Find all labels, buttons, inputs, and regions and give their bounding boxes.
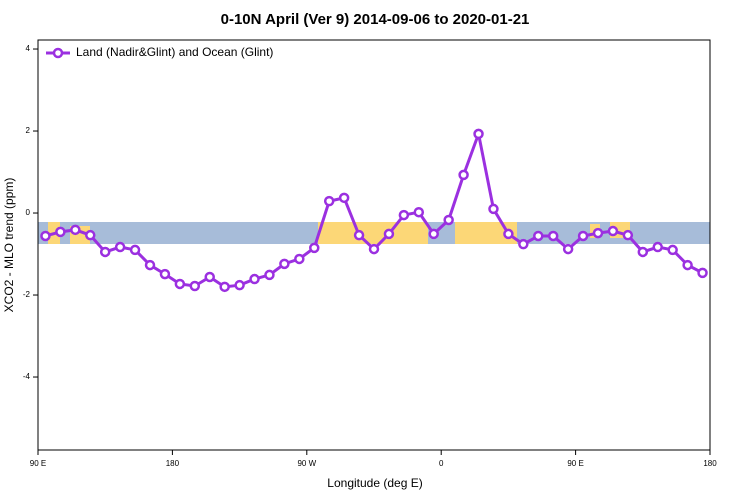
data-point: [338, 192, 350, 204]
data-point: [592, 227, 604, 239]
x-tick-label: 90 E: [30, 459, 46, 468]
x-tick-label: 90 E: [567, 459, 583, 468]
x-tick-label: 90 W: [297, 459, 316, 468]
data-point: [667, 244, 678, 256]
land: [455, 222, 517, 244]
data-point: [428, 228, 439, 240]
y-tick-label: -2: [23, 290, 31, 299]
data-point: [488, 203, 499, 215]
data-point: [264, 269, 275, 281]
data-point: [353, 229, 365, 241]
data-point: [547, 230, 559, 242]
data-point: [682, 259, 693, 271]
data-point: [99, 246, 111, 258]
data-point: [174, 278, 186, 290]
data-point: [159, 268, 171, 280]
data-point: [697, 267, 708, 279]
legend-label: Land (Nadir&Glint) and Ocean (Glint): [76, 45, 273, 59]
data-point: [40, 230, 51, 242]
y-tick-label: -4: [23, 372, 31, 381]
data-point: [637, 246, 649, 258]
data-point: [607, 225, 619, 237]
data-point: [323, 195, 335, 207]
data-point: [294, 253, 305, 265]
legend-marker: [52, 47, 64, 59]
data-point: [622, 229, 634, 241]
land: [318, 222, 428, 244]
data-point: [219, 281, 230, 293]
y-axis-label: XCO2 - MLO trend (ppm): [2, 178, 16, 313]
data-point: [309, 242, 320, 254]
data-point: [443, 214, 454, 226]
chart-title: 0-10N April (Ver 9) 2014-09-06 to 2020-0…: [221, 11, 530, 28]
data-point: [383, 228, 395, 240]
data-point: [70, 224, 81, 236]
data-point: [234, 279, 245, 291]
data-point: [144, 259, 156, 271]
data-point: [129, 244, 141, 256]
x-axis-label: Longitude (deg E): [327, 476, 422, 490]
data-point: [518, 238, 529, 250]
series-line: [45, 128, 704, 289]
data-point: [652, 241, 663, 253]
plot-frame: [37, 39, 711, 451]
data-point: [503, 228, 514, 240]
data-point: [562, 243, 574, 255]
data-point: [398, 209, 410, 221]
data-point: [114, 241, 126, 253]
data-point: [368, 243, 380, 255]
y-tick-label: 2: [26, 126, 31, 135]
data-point: [55, 226, 66, 238]
data-point: [473, 128, 484, 140]
x-tick-label: 180: [703, 459, 717, 468]
data-point: [279, 258, 290, 270]
x-tick-label: 0: [439, 459, 444, 468]
data-point: [413, 206, 425, 218]
data-point: [189, 280, 201, 292]
data-point: [249, 273, 260, 285]
y-tick-label: 0: [26, 208, 31, 217]
x-tick-label: 180: [166, 459, 180, 468]
y-tick-label: 4: [26, 44, 31, 53]
data-point: [458, 169, 469, 181]
data-point: [85, 229, 96, 241]
data-point: [204, 271, 215, 283]
data-point: [533, 230, 544, 242]
data-point: [577, 230, 589, 242]
